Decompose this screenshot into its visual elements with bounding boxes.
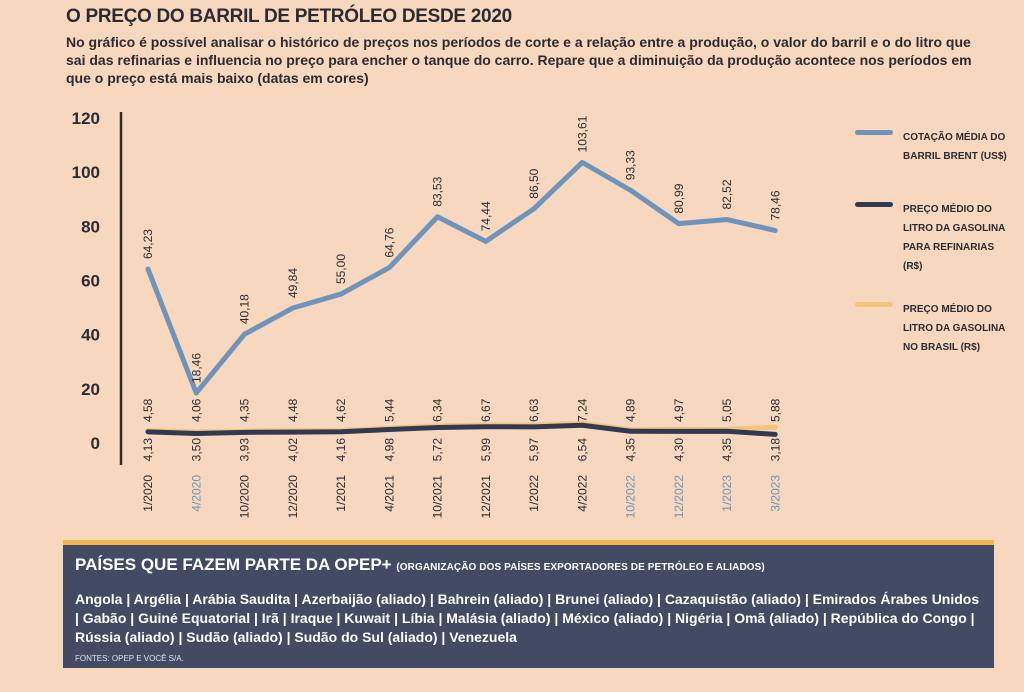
- data-label-refinery: 4,16: [334, 438, 348, 462]
- opep-title-main: PAÍSES QUE FAZEM PARTE DA OPEP+: [75, 555, 392, 574]
- y-tick-label: 80: [81, 217, 100, 236]
- data-label-refinery: 4,35: [624, 438, 638, 462]
- data-label-brent: 40,18: [238, 294, 252, 324]
- x-tick-label: 3/2023: [768, 475, 782, 512]
- data-label-brazil: 4,48: [286, 398, 300, 422]
- y-tick-label: 60: [81, 272, 100, 291]
- opep-country-list: Angola | Argélia | Arábia Saudita | Azer…: [75, 591, 980, 645]
- data-label-brent: 78,46: [768, 190, 782, 220]
- x-tick-label: 4/2020: [189, 475, 203, 512]
- data-label-refinery: 3,50: [189, 438, 203, 462]
- data-label-brazil: 7,24: [575, 398, 589, 422]
- data-label-refinery: 4,02: [286, 438, 300, 462]
- data-label-brazil: 4,35: [238, 398, 252, 422]
- data-label-brazil: 5,44: [382, 398, 396, 422]
- y-tick-label: 0: [91, 434, 100, 453]
- x-tick-label: 12/2022: [672, 475, 686, 519]
- series-line-brent: [145, 159, 778, 396]
- legend-swatch-brazil: [855, 302, 893, 307]
- data-label-refinery: 4,35: [720, 438, 734, 462]
- x-tick-label: 1/2020: [141, 475, 155, 512]
- data-label-brent: 49,84: [286, 268, 300, 298]
- data-label-brent: 18,46: [189, 353, 203, 383]
- data-label-refinery: 5,97: [527, 438, 541, 462]
- y-tick-label: 120: [72, 109, 100, 128]
- x-tick-label: 1/2023: [720, 475, 734, 512]
- legend-label-refinery: Preço médio do litro da gasolina para re…: [903, 204, 1006, 272]
- legend-label-brazil: Preço médio do litro da gasolina no Bras…: [903, 304, 1006, 353]
- data-label-refinery: 4,13: [141, 438, 155, 462]
- data-label-brent: 93,33: [624, 150, 638, 180]
- x-tick-label: 1/2021: [334, 475, 348, 512]
- series-line-refinery: [145, 422, 778, 437]
- data-label-brent: 80,99: [672, 183, 686, 213]
- data-label-brent: 64,76: [382, 227, 396, 257]
- data-label-brazil: 4,06: [189, 398, 203, 422]
- legend-swatch-brent: [855, 130, 893, 135]
- legend-swatch-refinery: [855, 202, 893, 207]
- data-label-brazil: 5,05: [720, 398, 734, 422]
- data-label-brazil: 4,97: [672, 398, 686, 422]
- data-label-brent: 55,00: [334, 254, 348, 284]
- data-label-refinery: 5,72: [431, 438, 445, 462]
- chart-title: O PREÇO DO BARRIL DE PETRÓLEO DESDE 2020: [66, 6, 512, 27]
- opep-source: Fontes: OPEP e Você S/A.: [75, 654, 184, 663]
- data-label-brent: 82,52: [720, 179, 734, 209]
- y-tick-label: 100: [72, 163, 100, 182]
- y-tick-label: 40: [81, 326, 100, 345]
- opep-box: PAÍSES QUE FAZEM PARTE DA OPEP+ (Organiz…: [63, 540, 994, 668]
- data-label-brazil: 6,34: [431, 398, 445, 422]
- data-label-brent: 83,53: [431, 176, 445, 206]
- data-label-brazil: 4,58: [141, 398, 155, 422]
- data-label-brazil: 6,63: [527, 398, 541, 422]
- data-label-refinery: 4,98: [382, 438, 396, 462]
- data-label-refinery: 3,18: [768, 438, 782, 462]
- data-label-brent: 103,61: [575, 115, 589, 152]
- x-tick-label: 10/2021: [431, 475, 445, 519]
- data-label-brent: 74,44: [479, 201, 493, 231]
- x-tick-label: 10/2020: [238, 475, 252, 519]
- data-label-brazil: 4,62: [334, 398, 348, 422]
- data-label-refinery: 4,30: [672, 438, 686, 462]
- data-label-refinery: 6,54: [575, 438, 589, 462]
- data-label-refinery: 5,99: [479, 438, 493, 462]
- data-label-brazil: 5,88: [768, 398, 782, 422]
- line-chart: 120 100 80 60 40 20 0 64,23 18,46 40,18 49,84 55,00…: [72, 109, 783, 519]
- legend-label-brent: Cotação média do barril Brent (US$): [903, 132, 1007, 162]
- x-tick-label: 10/2022: [624, 475, 638, 519]
- data-label-brent: 64,23: [141, 229, 155, 259]
- data-label-brent: 86,50: [527, 168, 541, 198]
- y-tick-label: 20: [81, 380, 100, 399]
- data-label-brazil: 4,89: [624, 398, 638, 422]
- chart-subtitle: No gráfico é possível analisar o históri…: [66, 34, 972, 86]
- x-tick-label: 4/2021: [382, 475, 396, 512]
- opep-title: PAÍSES QUE FAZEM PARTE DA OPEP+ (Organiz…: [75, 555, 765, 575]
- x-tick-label: 12/2021: [479, 475, 493, 519]
- data-label-refinery: 3,93: [238, 438, 252, 462]
- x-tick-label: 12/2020: [286, 475, 300, 519]
- opep-title-subtitle: (Organização dos países exportadores de …: [396, 562, 765, 573]
- x-tick-label: 1/2022: [527, 475, 541, 512]
- x-tick-label: 4/2022: [575, 475, 589, 512]
- data-label-brazil: 6,67: [479, 398, 493, 422]
